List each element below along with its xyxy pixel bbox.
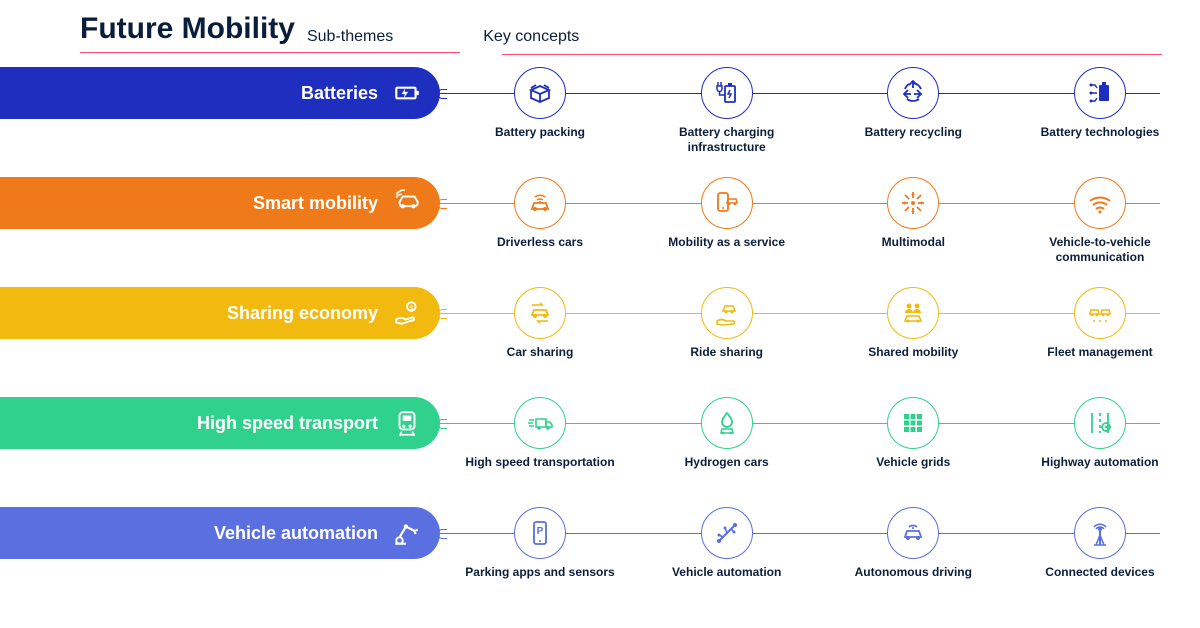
grid-icon [887, 397, 939, 449]
concepts-group: Battery packing Battery charging infrast… [460, 67, 1180, 155]
concept-label: Driverless cars [497, 235, 583, 250]
concept-item: Highway automation [1020, 397, 1180, 470]
concept-item: Hydrogen cars [647, 397, 807, 470]
concept-item: Ride sharing [647, 287, 807, 360]
concept-label: Shared mobility [868, 345, 958, 360]
concept-item: Battery technologies [1020, 67, 1180, 155]
recycle-icon [887, 67, 939, 119]
concept-label: Parking apps and sensors [465, 565, 614, 580]
concept-item: Autonomous driving [833, 507, 993, 580]
concept-item: Vehicle-to-vehicle communication [1020, 177, 1180, 265]
concept-item: Multimodal [833, 177, 993, 265]
car-exchange-icon [514, 287, 566, 339]
cars-dots-icon [1074, 287, 1126, 339]
concept-label: Vehicle grids [876, 455, 950, 470]
concept-item: Shared mobility [833, 287, 993, 360]
underline-left [80, 52, 460, 53]
theme-label: Batteries [301, 83, 378, 104]
concept-label: Battery technologies [1041, 125, 1160, 140]
theme-pill: Smart mobility [0, 177, 440, 229]
header-row: Future Mobility Sub-themes Key concepts [0, 12, 1180, 46]
concept-item: Fleet management [1020, 287, 1180, 360]
drop-car-icon [701, 397, 753, 449]
rows-container: Batteries Battery packing Battery chargi… [0, 67, 1180, 617]
concept-item: Battery packing [460, 67, 620, 155]
theme-pill: Sharing economy [0, 287, 440, 339]
concepts-group: High speed transportation Hydrogen cars … [460, 397, 1180, 470]
concept-label: Autonomous driving [855, 565, 972, 580]
concept-item: Connected devices [1020, 507, 1180, 580]
concept-label: Fleet management [1047, 345, 1152, 360]
concept-label: Battery packing [495, 125, 585, 140]
theme-label: Smart mobility [253, 193, 378, 214]
concept-item: Vehicle grids [833, 397, 993, 470]
theme-row: High speed transport High speed transpor… [0, 397, 1180, 507]
branches-icon [701, 507, 753, 559]
theme-pill: Vehicle automation [0, 507, 440, 559]
theme-row: Sharing economy Car sharing Ride sharing… [0, 287, 1180, 397]
theme-row: Batteries Battery packing Battery chargi… [0, 67, 1180, 177]
theme-pill: Batteries [0, 67, 440, 119]
concept-item: Parking apps and sensors [460, 507, 620, 580]
people-car-icon [887, 287, 939, 339]
infographic-container: Future Mobility Sub-themes Key concepts … [0, 0, 1200, 628]
concept-item: High speed transportation [460, 397, 620, 470]
car-wireless-icon [514, 177, 566, 229]
phone-car-icon [701, 177, 753, 229]
concepts-group: Car sharing Ride sharing Shared mobility… [460, 287, 1180, 360]
concept-item: Driverless cars [460, 177, 620, 265]
phone-p-icon [514, 507, 566, 559]
plug-battery-icon [701, 67, 753, 119]
concept-label: Hydrogen cars [685, 455, 769, 470]
subtitle: Sub-themes [307, 28, 393, 46]
hand-car-icon [701, 287, 753, 339]
concept-label: Multimodal [882, 235, 945, 250]
concepts-group: Parking apps and sensors Vehicle automat… [460, 507, 1180, 580]
antenna-icon [1074, 507, 1126, 559]
auto-car-icon [887, 507, 939, 559]
theme-row: Smart mobility Driverless cars Mobility … [0, 177, 1180, 287]
concept-item: Vehicle automation [647, 507, 807, 580]
concept-label: Battery charging infrastructure [652, 125, 802, 155]
concept-label: High speed transportation [465, 455, 614, 470]
concept-label: Mobility as a service [668, 235, 785, 250]
hand-coin-icon [392, 298, 422, 328]
key-concepts-label: Key concepts [483, 28, 579, 46]
theme-label: High speed transport [197, 413, 378, 434]
theme-row: Vehicle automation Parking apps and sens… [0, 507, 1180, 617]
theme-label: Vehicle automation [214, 523, 378, 544]
robot-arm-icon [392, 518, 422, 548]
underline-right [502, 54, 1162, 55]
concept-label: Connected devices [1045, 565, 1154, 580]
concept-label: Ride sharing [690, 345, 763, 360]
concept-item: Car sharing [460, 287, 620, 360]
concept-label: Vehicle automation [672, 565, 781, 580]
concept-label: Highway automation [1041, 455, 1158, 470]
truck-speed-icon [514, 397, 566, 449]
concept-item: Battery recycling [833, 67, 993, 155]
car-signal-icon [392, 188, 422, 218]
theme-label: Sharing economy [227, 303, 378, 324]
concept-item: Battery charging infrastructure [647, 67, 807, 155]
concept-item: Mobility as a service [647, 177, 807, 265]
road-gear-icon [1074, 397, 1126, 449]
open-box-icon [514, 67, 566, 119]
circuit-battery-icon [1074, 67, 1126, 119]
concepts-group: Driverless cars Mobility as a service Mu… [460, 177, 1180, 265]
concept-label: Car sharing [507, 345, 574, 360]
wifi-icon [1074, 177, 1126, 229]
theme-pill: High speed transport [0, 397, 440, 449]
main-title: Future Mobility [80, 12, 295, 46]
concept-label: Vehicle-to-vehicle communication [1025, 235, 1175, 265]
concept-label: Battery recycling [865, 125, 962, 140]
train-icon [392, 408, 422, 438]
converge-icon [887, 177, 939, 229]
battery-bolt-icon [392, 78, 422, 108]
